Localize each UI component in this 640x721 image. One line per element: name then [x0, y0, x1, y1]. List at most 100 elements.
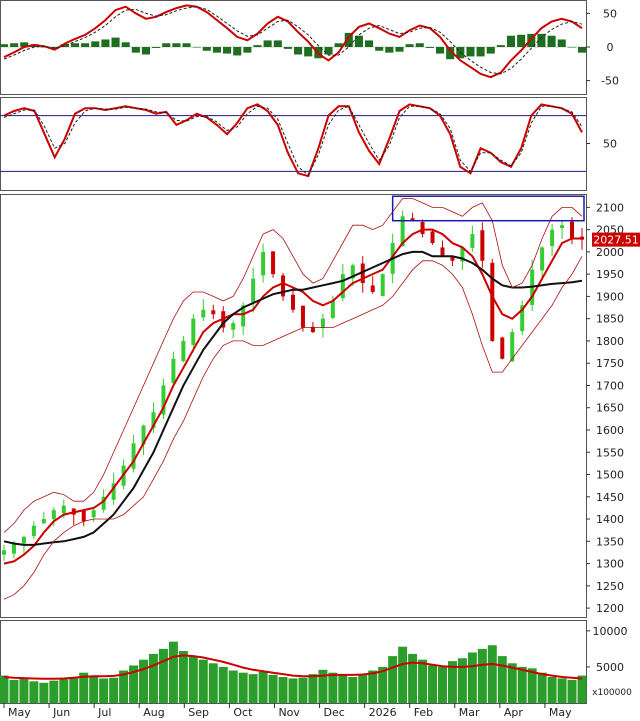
candle-body: [340, 274, 345, 299]
candle-body: [310, 326, 315, 333]
macd-histogram-bar: [486, 47, 495, 54]
macd-histogram-bar: [425, 47, 434, 48]
macd-histogram-bar: [527, 33, 536, 47]
macd-frame: [0, 0, 587, 95]
candle-body: [560, 225, 565, 229]
price-tick-label: 1950: [596, 268, 624, 281]
candle-body: [211, 310, 216, 315]
macd-histogram-bar: [10, 43, 19, 47]
price-tick-label: 1450: [596, 491, 624, 504]
candle-body: [460, 247, 465, 262]
volume-bar: [547, 677, 557, 703]
macd-histogram-bar: [365, 40, 374, 47]
price-tick-label: 1700: [596, 379, 624, 392]
candle-body: [291, 294, 295, 310]
month-label: May: [549, 706, 572, 719]
macd-histogram-bar: [344, 32, 353, 47]
macd-histogram-bar: [405, 44, 414, 47]
candle-body: [360, 263, 365, 284]
candle-body: [251, 278, 256, 303]
candle-body: [500, 337, 505, 359]
volume-bar: [368, 670, 378, 703]
candle-body: [470, 234, 475, 248]
candle-body: [490, 262, 495, 341]
candle-body: [21, 536, 26, 544]
macd-histogram-bar: [517, 34, 526, 47]
macd-histogram-bar: [476, 47, 485, 57]
bollinger-lower-line: [3, 256, 583, 600]
month-label: 2026: [369, 706, 397, 719]
candle-body: [191, 318, 196, 345]
volume-bar: [119, 670, 129, 703]
macd-histogram-bar: [557, 39, 566, 47]
stochastic-frame: [0, 97, 587, 191]
macd-histogram-bar: [212, 47, 221, 53]
macd-histogram-bar: [152, 47, 161, 48]
macd-histogram-bar: [223, 47, 232, 54]
macd-histogram-bar: [0, 44, 9, 47]
volume-bar: [467, 652, 477, 703]
volume-bar: [527, 668, 537, 703]
candle-body: [540, 247, 545, 271]
candle-body: [111, 483, 116, 500]
volume-unit-label: x100000: [592, 688, 632, 698]
volume-bar: [0, 675, 9, 703]
volume-bar: [19, 677, 29, 703]
price-tick-label: 2000: [596, 246, 624, 259]
macd-histogram-bar: [60, 44, 69, 47]
volume-bar: [358, 674, 368, 703]
volume-bar: [139, 659, 148, 703]
candle-body: [161, 385, 166, 415]
volume-bar: [89, 675, 99, 703]
last-price-label: 2027.51: [593, 234, 639, 247]
macd-histogram-bar: [101, 39, 110, 47]
volume-tick-label: 5000: [596, 661, 624, 674]
candle-body: [131, 443, 136, 469]
macd-histogram-bar: [506, 35, 516, 47]
macd-tick-label: 0: [607, 41, 614, 54]
candle-body: [420, 222, 425, 235]
volume-bar: [208, 663, 218, 703]
volume-bar: [188, 656, 198, 703]
price-tick-label: 1400: [596, 513, 624, 526]
candle-body: [101, 496, 106, 510]
bollinger-upper-line: [3, 198, 583, 533]
macd-tick-label: -50: [601, 75, 619, 88]
volume-bar: [228, 670, 238, 703]
macd-histogram-bar: [415, 43, 424, 47]
macd-histogram-bar: [91, 41, 100, 47]
month-label: Feb: [414, 706, 433, 719]
candle-body: [440, 247, 445, 257]
volume-bar: [99, 678, 109, 703]
month-label: Oct: [233, 706, 253, 719]
month-label: Sep: [188, 706, 209, 719]
volume-bar: [149, 653, 158, 703]
macd-histogram-bar: [496, 45, 505, 47]
price-frame: [0, 194, 587, 618]
volume-bar: [338, 675, 348, 703]
candle-body: [271, 251, 276, 275]
volume-bar: [457, 658, 467, 703]
resistance-box: [391, 195, 585, 222]
macd-histogram-bar: [385, 47, 394, 53]
candle-body: [11, 543, 16, 554]
candle-body: [231, 323, 236, 330]
volume-bar: [438, 666, 447, 703]
macd-histogram-bar: [111, 37, 120, 47]
volume-bar: [577, 675, 587, 703]
macd-histogram-bar: [172, 43, 181, 47]
price-tick-label: 1850: [596, 313, 624, 326]
volume-bar: [537, 672, 547, 703]
volume-bar: [388, 656, 398, 703]
macd-histogram-bar: [294, 47, 303, 55]
volume-bar: [178, 651, 188, 703]
volume-bar: [567, 679, 577, 703]
ma20-line: [3, 228, 582, 565]
volume-bar: [487, 645, 497, 703]
macd-histogram-bar: [334, 43, 343, 47]
volume-bar: [517, 666, 527, 703]
candle-body: [570, 221, 575, 239]
candle-body: [201, 309, 206, 318]
volume-bar: [258, 671, 268, 703]
volume-bar: [49, 680, 59, 703]
